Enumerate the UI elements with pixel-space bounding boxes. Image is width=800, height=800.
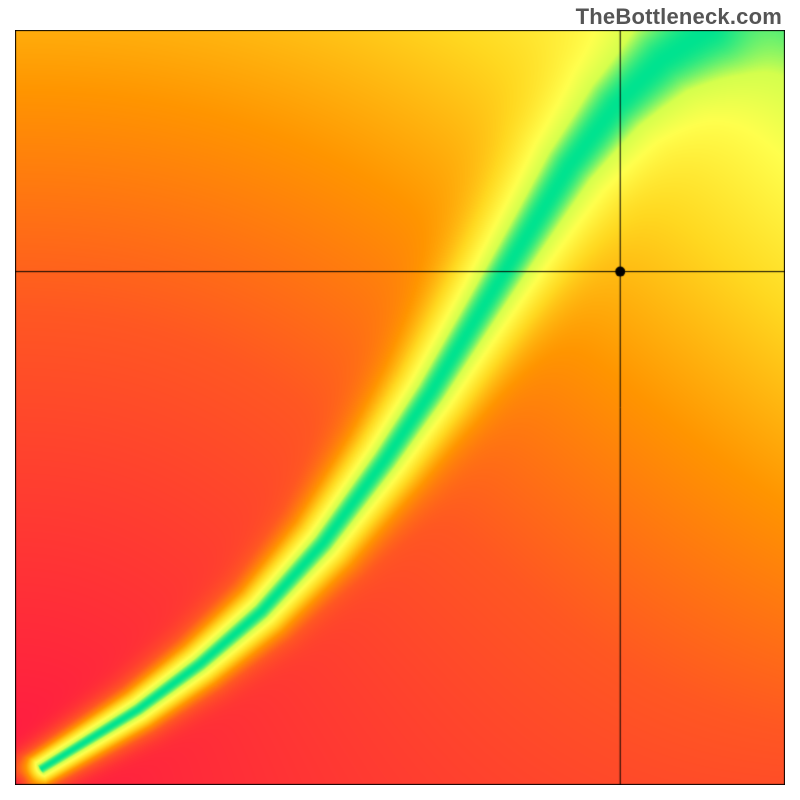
watermark-label: TheBottleneck.com (576, 4, 782, 30)
bottleneck-heatmap (15, 30, 785, 785)
